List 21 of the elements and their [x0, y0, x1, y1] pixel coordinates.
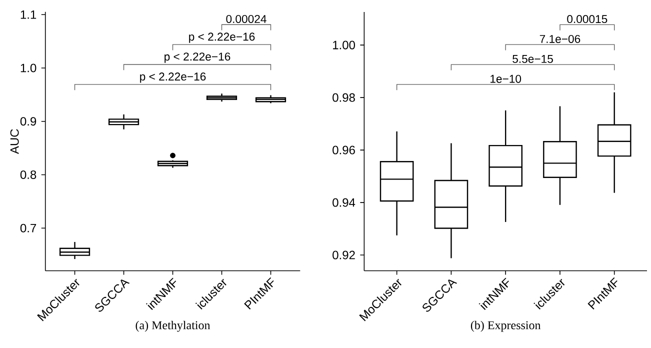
annotation: p < 2.22e−16	[189, 32, 255, 43]
y-tick-label: 0.8	[20, 170, 36, 179]
annotation: p < 2.22e−16	[164, 52, 230, 63]
y-tick-label: 0.7	[20, 224, 36, 232]
y-tick-label: 1.00	[333, 40, 356, 50]
annotation: 7.1e−06	[540, 34, 580, 43]
text: (a) Methylation	[136, 320, 210, 332]
text: (b) Expression	[470, 320, 541, 332]
annotation: 1e−10	[490, 74, 522, 83]
y-tick-label: 0.96	[332, 146, 355, 154]
y-tick-label: 0.94	[332, 198, 356, 207]
y-tick-label: 0.9	[20, 117, 36, 126]
y-axis-title: AUC	[10, 129, 19, 154]
annotation: 0.00024	[226, 14, 266, 23]
y-tick-label: 0.98	[332, 93, 355, 102]
annotation: 0.00015	[567, 14, 608, 23]
annotation: 5.5e−15	[512, 54, 553, 63]
y-tick-label: 0.92	[332, 250, 355, 260]
annotation: p < 2.22e−16	[140, 72, 206, 83]
y-tick-label: 1.1	[20, 10, 36, 19]
y-tick-label: 1.0	[20, 64, 36, 72]
